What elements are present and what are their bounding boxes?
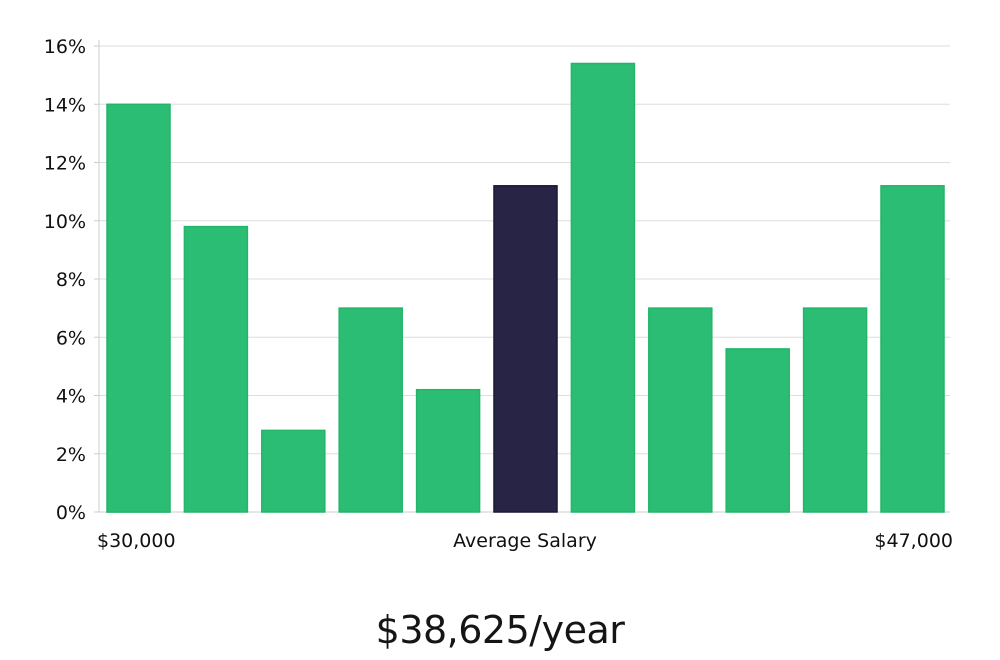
y-tick-label-5: 10% <box>44 211 86 233</box>
bar-average-salary <box>493 185 558 513</box>
y-tick-label-4: 8% <box>56 269 86 291</box>
bar-8 <box>725 348 790 513</box>
x-label-center: Average Salary <box>453 530 597 552</box>
bar-0 <box>106 103 171 513</box>
y-tick-label-1: 2% <box>56 444 86 466</box>
bar-2 <box>261 429 326 513</box>
bars <box>106 62 945 513</box>
bar-9 <box>802 307 868 513</box>
y-tick-label-3: 6% <box>56 327 86 349</box>
y-tick-labels: 0% 2% 4% 6% 8% 10% 12% 14% 16% <box>44 36 86 524</box>
average-salary-value: $38,625/year <box>375 608 625 652</box>
bar-3 <box>338 307 403 513</box>
bar-10 <box>880 185 945 513</box>
y-tick-label-2: 4% <box>56 386 86 408</box>
y-tick-label-7: 14% <box>44 94 86 116</box>
x-label-min: $30,000 <box>97 530 176 552</box>
y-tick-label-0: 0% <box>56 502 86 524</box>
y-tick-label-8: 16% <box>44 36 86 58</box>
bar-1 <box>183 225 249 513</box>
bar-6 <box>570 62 636 513</box>
bar-7 <box>648 307 713 513</box>
y-tick-label-6: 12% <box>44 153 86 175</box>
bar-4 <box>415 388 481 513</box>
x-label-max: $47,000 <box>874 530 953 552</box>
salary-distribution-chart: 0% 2% 4% 6% 8% 10% 12% 14% 16% $30,000 Average S… <box>44 36 953 552</box>
